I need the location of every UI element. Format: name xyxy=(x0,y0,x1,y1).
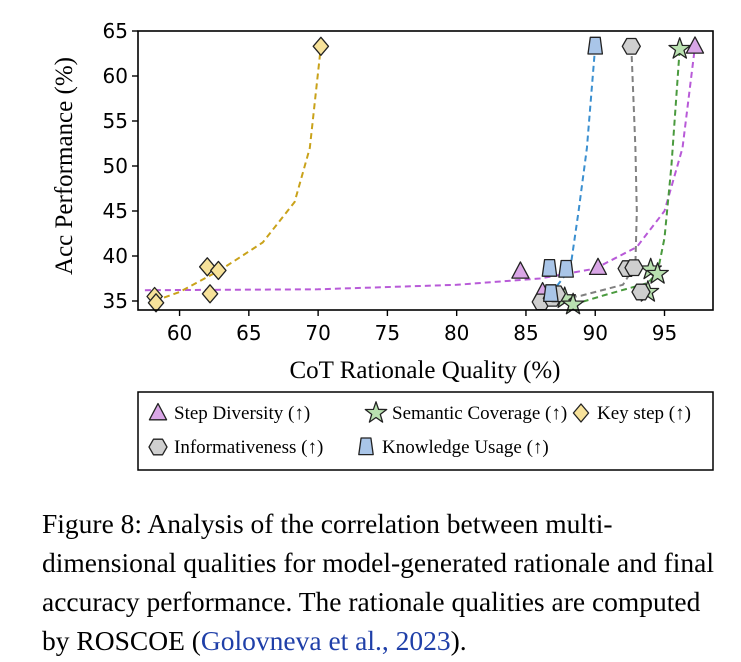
x-tick-label: 90 xyxy=(583,321,608,345)
data-point-key-step xyxy=(210,260,227,281)
caption-closing: ). xyxy=(450,625,467,656)
data-point-step-diversity xyxy=(588,257,608,276)
y-tick-label: 65 xyxy=(103,19,128,43)
trend-line-step-diversity xyxy=(144,46,696,292)
y-axis-label: Acc Performance (%) xyxy=(51,57,78,275)
caption-text: Figure 8: Analysis of the correlation be… xyxy=(42,508,714,656)
axis-ticks: 60 65 70 75 80 85 90 95 35 40 45 50 55 60 65 xyxy=(103,19,678,345)
x-tick-label: 95 xyxy=(652,321,677,345)
data-point-knowledge-usage xyxy=(541,258,558,277)
plot-frame xyxy=(137,30,714,311)
x-tick-label: 75 xyxy=(375,321,400,345)
legend-label-knowledge-usage: Knowledge Usage (↑) xyxy=(382,437,549,458)
chart: 60 65 70 75 80 85 90 95 35 40 45 50 55 60 65 CoT Ratio… xyxy=(51,19,714,471)
data-point-key-step xyxy=(201,284,219,304)
data-point-informativeness xyxy=(621,37,641,55)
legend-label-informativeness: Informativeness (↑) xyxy=(174,437,323,458)
legend-label-key-step: Key step (↑) xyxy=(597,403,691,424)
legend-marker-semantic-coverage xyxy=(364,401,388,423)
x-tick-label: 60 xyxy=(167,321,192,345)
data-point-informativeness xyxy=(631,283,651,301)
data-point-semantic-coverage xyxy=(668,37,692,59)
x-tick-label: 70 xyxy=(305,321,330,345)
trend-line-knowledge-usage xyxy=(550,46,597,295)
legend-marker-key-step xyxy=(572,403,590,423)
legend-label-step-diversity: Step Diversity (↑) xyxy=(174,403,310,424)
figure-caption: Figure 8: Analysis of the correlation be… xyxy=(42,504,732,660)
trend-line-informativeness xyxy=(541,46,638,303)
x-tick-label: 80 xyxy=(444,321,469,345)
data-point-knowledge-usage xyxy=(558,259,574,278)
y-tick-label: 40 xyxy=(103,244,128,268)
legend: Step Diversity (↑) Semantic Coverage (↑) K… xyxy=(148,401,691,458)
data-point-semantic-coverage xyxy=(646,262,669,284)
data-point-knowledge-usage xyxy=(587,36,604,55)
legend-marker-knowledge-usage xyxy=(358,437,374,456)
y-tick-label: 60 xyxy=(103,64,128,88)
y-tick-label: 45 xyxy=(103,199,128,223)
legend-box xyxy=(137,391,714,471)
x-tick-label: 85 xyxy=(513,321,538,345)
data-point-step-diversity xyxy=(511,261,530,279)
x-tick-label: 65 xyxy=(236,321,261,345)
data-point-key-step xyxy=(312,36,330,56)
y-tick-label: 50 xyxy=(103,154,128,178)
data-point-knowledge-usage xyxy=(543,284,559,303)
legend-label-semantic-coverage: Semantic Coverage (↑) xyxy=(392,403,567,424)
trend-line-key-step xyxy=(154,46,322,302)
data-markers xyxy=(146,36,705,315)
data-point-semantic-coverage xyxy=(561,292,585,315)
y-tick-label: 55 xyxy=(103,109,128,133)
y-tick-label: 35 xyxy=(103,289,128,313)
legend-marker-informativeness xyxy=(148,438,168,456)
caption-citation[interactable]: Golovneva et al., 2023 xyxy=(200,625,451,656)
x-axis-label: CoT Rationale Quality (%) xyxy=(289,357,560,384)
data-point-key-step xyxy=(147,293,165,313)
legend-marker-step-diversity xyxy=(148,402,168,421)
data-point-informativeness xyxy=(624,259,644,277)
trend-lines xyxy=(144,46,696,306)
